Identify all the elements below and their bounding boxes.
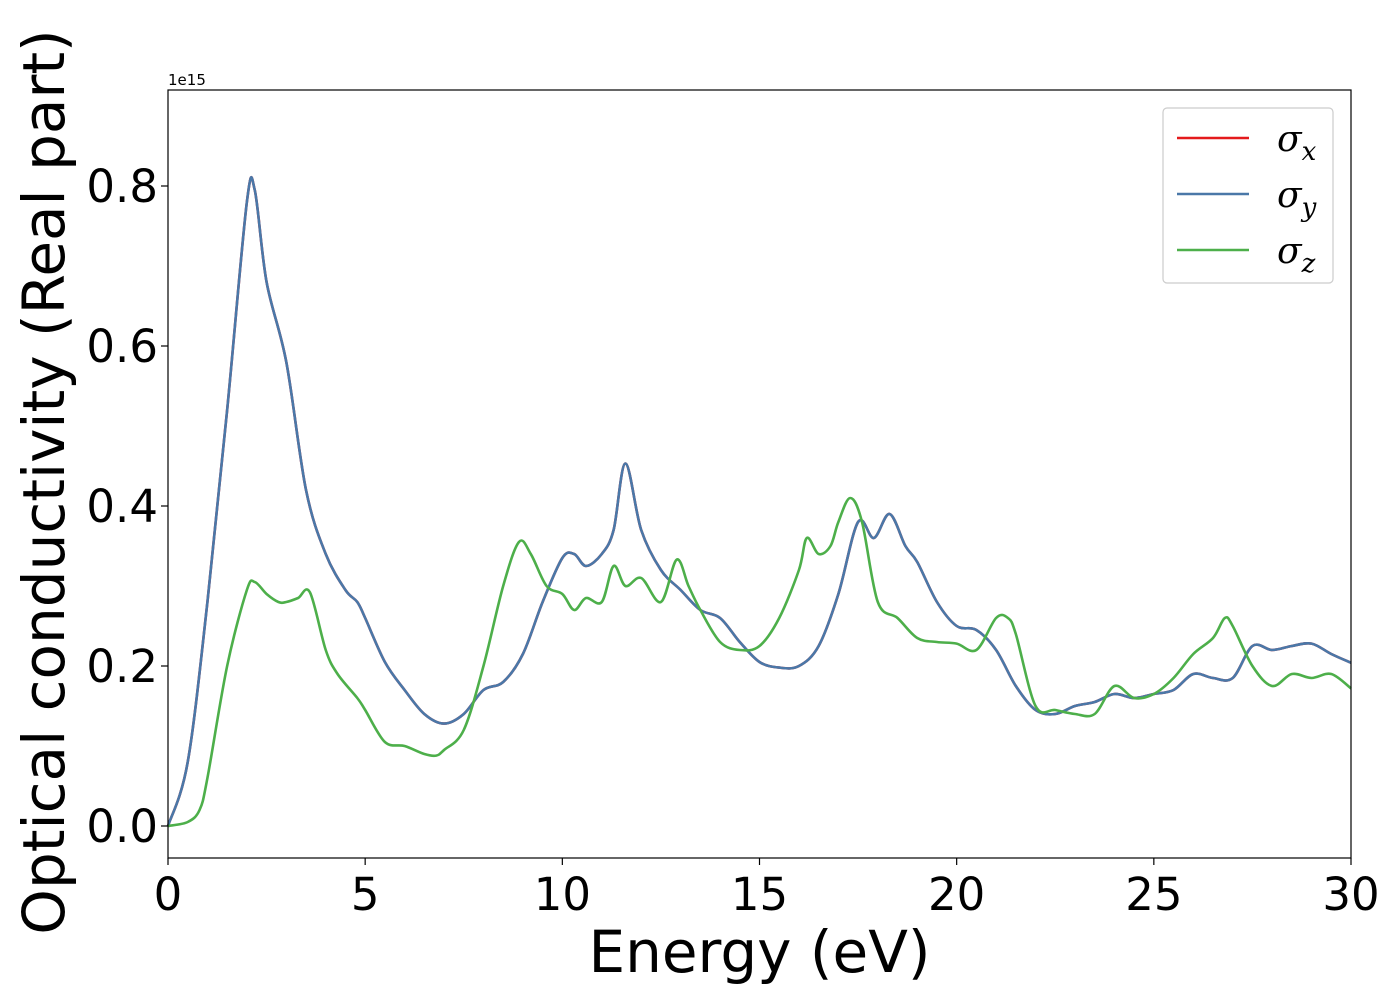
series-layer bbox=[166, 175, 1352, 828]
x-tick-label: 25 bbox=[1125, 868, 1182, 921]
series-line-z bbox=[167, 496, 1352, 828]
x-tick-label: 15 bbox=[731, 868, 788, 921]
plot-area bbox=[168, 90, 1351, 858]
legend-box bbox=[1162, 107, 1334, 284]
x-tick-label: 0 bbox=[154, 868, 183, 921]
y-axis-offset-label: 1e15 bbox=[168, 71, 206, 89]
y-tick-label: 0.0 bbox=[86, 800, 158, 853]
y-axis-label: Optical conductivity (Real part) bbox=[10, 29, 78, 934]
y-tick-label: 0.8 bbox=[86, 160, 158, 213]
x-axis-label: Energy (eV) bbox=[588, 918, 930, 986]
x-tick-label: 30 bbox=[1322, 868, 1379, 921]
x-tick-label: 20 bbox=[928, 868, 985, 921]
x-axis-ticks: 0 5 10 15 20 25 30 bbox=[154, 858, 1380, 921]
x-tick-label: 10 bbox=[534, 868, 591, 921]
x-tick-label: 5 bbox=[351, 868, 380, 921]
y-tick-label: 0.2 bbox=[86, 640, 158, 693]
legend-label-z: σz bbox=[1277, 231, 1316, 279]
y-tick-label: 0.4 bbox=[86, 480, 158, 533]
legend-label-x: σx bbox=[1277, 119, 1317, 167]
y-tick-label: 0.6 bbox=[86, 320, 158, 373]
legend: σx σy σz bbox=[1162, 107, 1334, 284]
y-axis-ticks: 0.0 0.2 0.4 0.6 0.8 bbox=[86, 160, 168, 853]
legend-label-y: σy bbox=[1277, 175, 1317, 223]
